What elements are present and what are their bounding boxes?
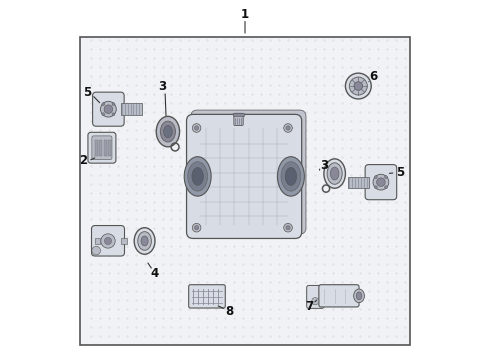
Text: 7: 7: [305, 300, 314, 313]
Circle shape: [195, 226, 199, 230]
Bar: [95, 140, 98, 156]
Circle shape: [385, 176, 388, 179]
Text: 2: 2: [79, 154, 87, 167]
FancyBboxPatch shape: [191, 110, 306, 234]
Text: 1: 1: [241, 8, 249, 21]
Circle shape: [349, 77, 368, 95]
Circle shape: [286, 226, 290, 230]
FancyBboxPatch shape: [307, 285, 324, 309]
Circle shape: [100, 101, 116, 117]
Circle shape: [373, 174, 389, 190]
Bar: [80, 37, 410, 345]
Circle shape: [192, 224, 201, 232]
Text: 5: 5: [83, 86, 91, 99]
Text: 6: 6: [369, 70, 377, 83]
Bar: [104, 140, 107, 156]
Circle shape: [92, 246, 100, 255]
Ellipse shape: [354, 289, 365, 303]
Circle shape: [104, 237, 112, 244]
Circle shape: [312, 298, 319, 305]
Ellipse shape: [156, 116, 179, 147]
Circle shape: [112, 103, 115, 105]
Circle shape: [102, 113, 105, 116]
Bar: [121, 103, 142, 116]
Text: 8: 8: [225, 306, 233, 319]
Circle shape: [112, 113, 115, 116]
Ellipse shape: [330, 167, 339, 180]
Circle shape: [284, 124, 293, 132]
Bar: [122, 238, 126, 244]
Ellipse shape: [192, 167, 203, 185]
Ellipse shape: [134, 228, 155, 254]
Ellipse shape: [184, 157, 211, 196]
Text: 3: 3: [158, 80, 167, 93]
Circle shape: [385, 186, 388, 189]
Ellipse shape: [164, 126, 172, 138]
FancyBboxPatch shape: [319, 285, 359, 307]
Circle shape: [374, 176, 377, 179]
Circle shape: [377, 178, 385, 186]
Ellipse shape: [141, 236, 148, 246]
FancyBboxPatch shape: [365, 165, 397, 200]
Bar: [95, 238, 100, 244]
Text: 4: 4: [150, 267, 159, 280]
Ellipse shape: [324, 159, 345, 188]
FancyBboxPatch shape: [92, 226, 124, 256]
Bar: [233, 113, 244, 116]
Text: 5: 5: [396, 166, 404, 179]
Ellipse shape: [327, 163, 342, 184]
Circle shape: [345, 73, 371, 99]
Text: 3: 3: [320, 159, 328, 172]
FancyBboxPatch shape: [234, 113, 243, 126]
FancyBboxPatch shape: [187, 114, 302, 238]
Circle shape: [104, 105, 113, 113]
FancyBboxPatch shape: [93, 92, 124, 126]
Bar: [99, 140, 102, 156]
Ellipse shape: [285, 167, 296, 185]
Circle shape: [284, 224, 293, 232]
FancyBboxPatch shape: [189, 285, 225, 308]
Ellipse shape: [138, 231, 151, 250]
Circle shape: [195, 126, 199, 130]
Circle shape: [102, 103, 105, 105]
Circle shape: [101, 234, 115, 248]
FancyBboxPatch shape: [88, 132, 116, 163]
Circle shape: [192, 124, 201, 132]
Ellipse shape: [160, 121, 175, 142]
Circle shape: [374, 186, 377, 189]
Ellipse shape: [277, 157, 304, 196]
Circle shape: [286, 126, 290, 130]
Bar: [348, 177, 368, 188]
Ellipse shape: [188, 162, 208, 191]
Circle shape: [354, 82, 363, 90]
FancyBboxPatch shape: [92, 136, 112, 159]
Ellipse shape: [281, 162, 301, 191]
Bar: [108, 140, 111, 156]
Ellipse shape: [356, 292, 362, 300]
